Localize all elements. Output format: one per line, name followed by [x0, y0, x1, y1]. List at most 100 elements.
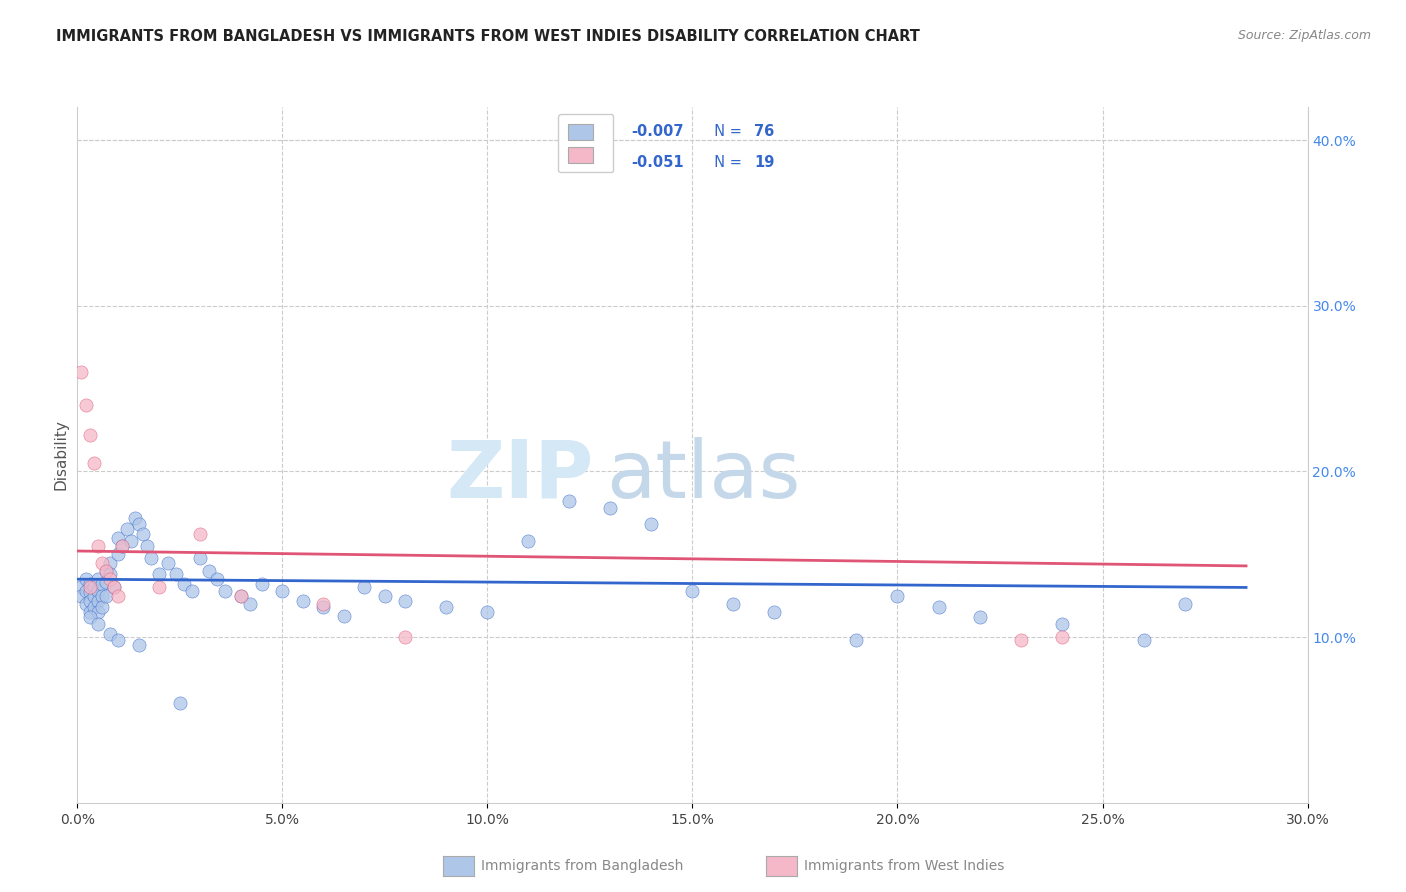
- Point: [83, 581, 105, 595]
- Point: [107, 547, 129, 561]
- Point: [128, 639, 150, 653]
- Point: [70, 589, 93, 603]
- Text: ZIP: ZIP: [447, 437, 595, 515]
- Point: [141, 550, 163, 565]
- Point: [188, 550, 212, 565]
- Point: [87, 583, 110, 598]
- Point: [94, 575, 117, 590]
- Point: [70, 581, 93, 595]
- Legend: , : ,: [558, 114, 613, 172]
- Point: [1050, 616, 1073, 631]
- Point: [87, 605, 110, 619]
- Point: [87, 539, 110, 553]
- Text: N =: N =: [704, 155, 747, 170]
- Point: [477, 605, 499, 619]
- Point: [115, 523, 138, 537]
- Point: [1010, 633, 1032, 648]
- Point: [682, 583, 704, 598]
- Point: [312, 597, 335, 611]
- Point: [231, 589, 253, 603]
- Text: -0.051: -0.051: [631, 155, 683, 170]
- Point: [1132, 633, 1154, 648]
- Point: [107, 589, 129, 603]
- Point: [83, 600, 105, 615]
- Text: 19: 19: [754, 155, 775, 170]
- Point: [90, 556, 114, 570]
- Text: N =: N =: [704, 124, 747, 139]
- Point: [98, 627, 121, 641]
- Point: [291, 593, 314, 607]
- Point: [79, 593, 101, 607]
- Text: Immigrants from West Indies: Immigrants from West Indies: [804, 859, 1005, 873]
- Point: [132, 527, 155, 541]
- Point: [271, 583, 294, 598]
- Point: [107, 531, 129, 545]
- Text: R =: R =: [588, 155, 620, 170]
- Point: [165, 567, 187, 582]
- Point: [83, 456, 105, 470]
- Point: [845, 633, 868, 648]
- Point: [79, 581, 101, 595]
- Text: -0.007: -0.007: [631, 124, 683, 139]
- Point: [214, 583, 236, 598]
- Point: [250, 577, 273, 591]
- Point: [436, 600, 458, 615]
- Point: [75, 597, 97, 611]
- Point: [111, 539, 134, 553]
- Point: [120, 534, 142, 549]
- Point: [90, 577, 114, 591]
- Text: IMMIGRANTS FROM BANGLADESH VS IMMIGRANTS FROM WEST INDIES DISABILITY CORRELATION: IMMIGRANTS FROM BANGLADESH VS IMMIGRANTS…: [56, 29, 920, 44]
- Point: [103, 581, 125, 595]
- Point: [1174, 597, 1197, 611]
- Point: [124, 511, 146, 525]
- Point: [374, 589, 396, 603]
- Point: [94, 564, 117, 578]
- Point: [181, 583, 204, 598]
- Point: [83, 589, 105, 603]
- Point: [94, 589, 117, 603]
- Point: [87, 616, 110, 631]
- Point: [394, 593, 416, 607]
- Point: [173, 577, 195, 591]
- Point: [188, 527, 212, 541]
- Point: [169, 697, 191, 711]
- Text: R =: R =: [588, 124, 620, 139]
- Point: [763, 605, 786, 619]
- Point: [969, 610, 991, 624]
- Point: [107, 633, 129, 648]
- Point: [928, 600, 950, 615]
- Point: [394, 630, 416, 644]
- Point: [111, 539, 134, 553]
- Point: [79, 610, 101, 624]
- Text: atlas: atlas: [606, 437, 800, 515]
- Point: [103, 581, 125, 595]
- Text: Immigrants from Bangladesh: Immigrants from Bangladesh: [481, 859, 683, 873]
- Point: [197, 564, 219, 578]
- Point: [148, 567, 170, 582]
- Point: [87, 593, 110, 607]
- Point: [98, 556, 121, 570]
- Point: [599, 500, 621, 515]
- Point: [79, 428, 101, 442]
- Point: [723, 597, 745, 611]
- Point: [98, 572, 121, 586]
- Point: [353, 581, 375, 595]
- Point: [87, 572, 110, 586]
- Point: [148, 581, 170, 595]
- Point: [558, 494, 581, 508]
- Point: [205, 572, 228, 586]
- Point: [70, 365, 93, 379]
- Point: [239, 597, 262, 611]
- Point: [94, 564, 117, 578]
- Point: [517, 534, 540, 549]
- Y-axis label: Disability: Disability: [53, 419, 69, 491]
- Point: [1050, 630, 1073, 644]
- Point: [886, 589, 908, 603]
- Point: [75, 583, 97, 598]
- Point: [156, 556, 179, 570]
- Point: [90, 600, 114, 615]
- Point: [128, 517, 150, 532]
- Point: [79, 605, 101, 619]
- Point: [90, 589, 114, 603]
- Point: [231, 589, 253, 603]
